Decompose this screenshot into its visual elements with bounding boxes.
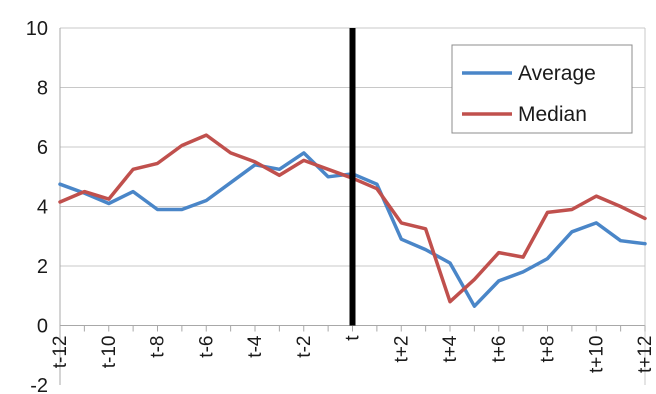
legend-box bbox=[451, 44, 633, 134]
y-tick-label: 4 bbox=[37, 197, 48, 219]
y-tick-label: -2 bbox=[30, 375, 48, 394]
x-tick-label: t+6 bbox=[489, 336, 510, 363]
x-tick-label: t+12 bbox=[635, 336, 656, 374]
x-tick-label: t+10 bbox=[586, 336, 607, 374]
y-tick-label: 10 bbox=[26, 18, 48, 40]
x-tick-label: t bbox=[343, 335, 364, 341]
y-axis-tick-labels: -2 0 2 4 6 8 10 bbox=[26, 18, 48, 394]
y-tick-label: 8 bbox=[37, 78, 48, 100]
x-tick-label: t-6 bbox=[196, 336, 217, 358]
y-tick-label: 0 bbox=[37, 316, 48, 338]
legend-label-median: Median bbox=[518, 103, 587, 126]
x-tick-label: t+4 bbox=[440, 335, 461, 362]
y-tick-label: 6 bbox=[37, 137, 48, 159]
x-tick-label: t-8 bbox=[148, 336, 169, 358]
y-tick-label: 2 bbox=[37, 256, 48, 278]
legend: Average Median bbox=[451, 44, 633, 134]
x-tick-label: t-10 bbox=[99, 336, 120, 369]
x-axis-tick-labels: t-12 t-10 t-8 t-6 t-4 t-2 t t+2 t+4 t+6 t+8 t+10 t+1… bbox=[50, 335, 656, 373]
x-tick-label: t+2 bbox=[391, 336, 412, 363]
x-tick-label: t-4 bbox=[245, 335, 266, 358]
x-tick-label: t+8 bbox=[538, 336, 559, 363]
x-tick-label: t-2 bbox=[294, 336, 315, 358]
x-tick-label: t-12 bbox=[50, 336, 71, 369]
legend-label-average: Average bbox=[518, 62, 596, 85]
